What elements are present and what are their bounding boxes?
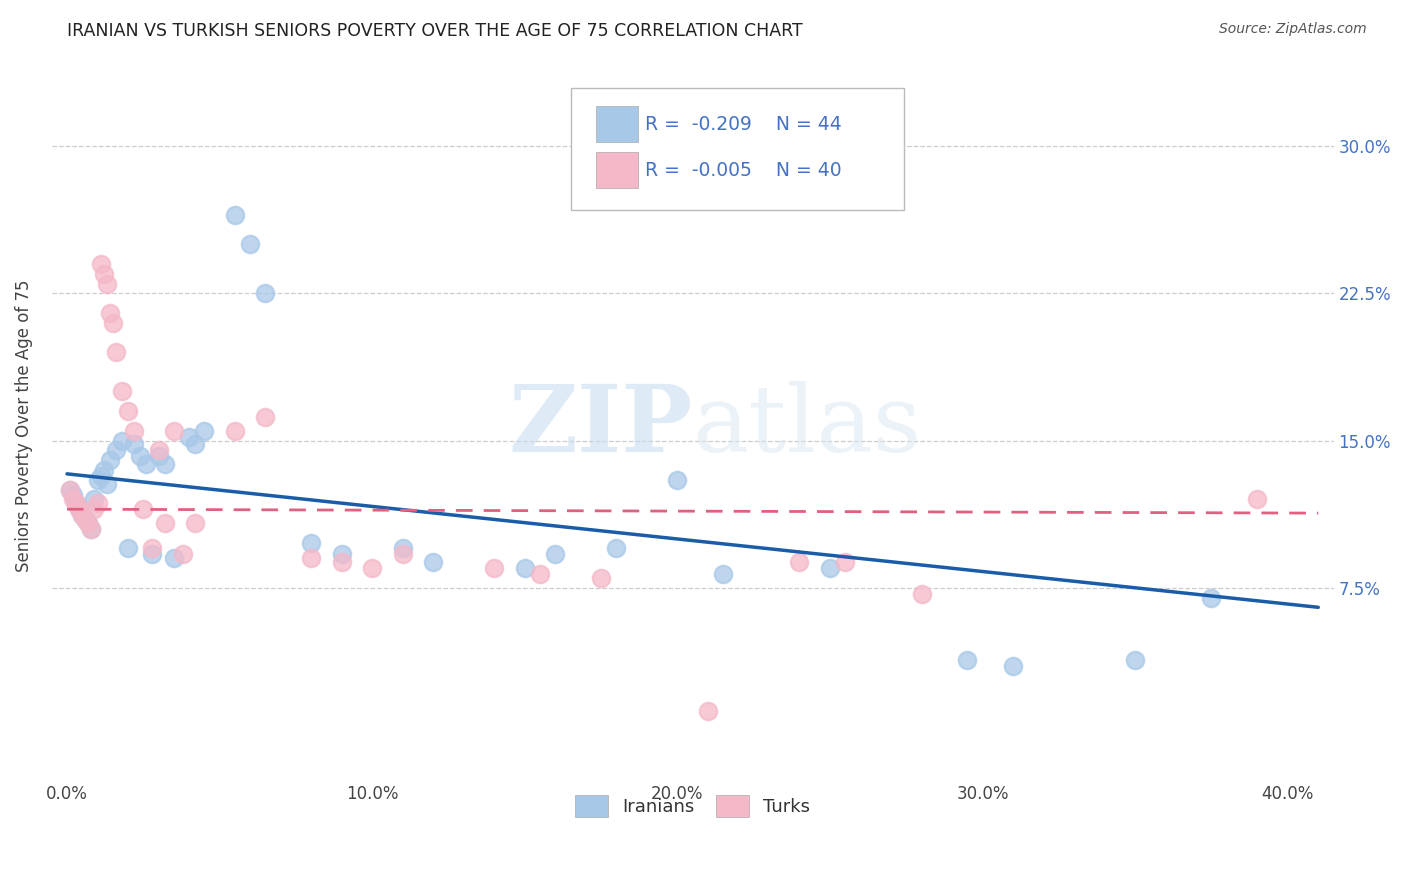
Point bbox=[65, 496, 87, 510]
FancyBboxPatch shape bbox=[596, 106, 637, 142]
Point bbox=[101, 316, 124, 330]
Point bbox=[818, 561, 841, 575]
Text: R =  -0.005    N = 40: R = -0.005 N = 40 bbox=[645, 161, 842, 179]
Point bbox=[163, 551, 186, 566]
Point bbox=[62, 492, 84, 507]
Point bbox=[72, 508, 94, 522]
Point bbox=[72, 508, 94, 522]
Point bbox=[62, 488, 84, 502]
Point bbox=[83, 502, 105, 516]
Point bbox=[132, 502, 155, 516]
Point bbox=[117, 404, 139, 418]
Point bbox=[254, 286, 277, 301]
Text: R =  -0.209    N = 44: R = -0.209 N = 44 bbox=[645, 114, 842, 134]
Point bbox=[254, 409, 277, 424]
FancyBboxPatch shape bbox=[571, 88, 904, 210]
Text: IRANIAN VS TURKISH SENIORS POVERTY OVER THE AGE OF 75 CORRELATION CHART: IRANIAN VS TURKISH SENIORS POVERTY OVER … bbox=[67, 22, 803, 40]
Point bbox=[299, 551, 322, 566]
Point bbox=[153, 516, 176, 530]
Point bbox=[239, 237, 262, 252]
Point bbox=[111, 384, 134, 399]
Point bbox=[65, 496, 87, 510]
Point bbox=[1123, 653, 1146, 667]
Point bbox=[96, 476, 118, 491]
Point bbox=[117, 541, 139, 556]
Point bbox=[98, 306, 121, 320]
Point bbox=[111, 434, 134, 448]
Text: ZIP: ZIP bbox=[509, 381, 693, 471]
Point bbox=[153, 457, 176, 471]
Point bbox=[910, 586, 932, 600]
Point bbox=[591, 571, 613, 585]
Point bbox=[299, 535, 322, 549]
Point bbox=[422, 555, 444, 569]
Point bbox=[122, 437, 145, 451]
Point bbox=[96, 277, 118, 291]
Point bbox=[834, 555, 856, 569]
Point bbox=[172, 547, 194, 561]
Point bbox=[513, 561, 536, 575]
Point bbox=[330, 547, 353, 561]
Point bbox=[1002, 659, 1025, 673]
Point bbox=[711, 566, 734, 581]
Text: atlas: atlas bbox=[693, 381, 922, 471]
Point bbox=[90, 257, 112, 271]
Point bbox=[135, 457, 157, 471]
Legend: Iranians, Turks: Iranians, Turks bbox=[568, 788, 817, 824]
Point bbox=[59, 483, 82, 497]
Point bbox=[529, 566, 551, 581]
Point bbox=[67, 502, 90, 516]
Point bbox=[83, 492, 105, 507]
Point bbox=[1246, 492, 1268, 507]
Point bbox=[67, 502, 90, 516]
Point bbox=[59, 483, 82, 497]
Point bbox=[224, 208, 246, 222]
Point bbox=[148, 443, 170, 458]
Point bbox=[184, 437, 207, 451]
Point bbox=[1201, 591, 1223, 605]
Point bbox=[148, 449, 170, 463]
Point bbox=[544, 547, 567, 561]
Point bbox=[184, 516, 207, 530]
Point bbox=[484, 561, 506, 575]
Point bbox=[141, 541, 163, 556]
Point bbox=[104, 345, 127, 359]
Point bbox=[129, 449, 152, 463]
Point bbox=[77, 516, 100, 530]
Point bbox=[86, 496, 108, 510]
Point bbox=[193, 424, 215, 438]
Point bbox=[80, 522, 103, 536]
Point bbox=[93, 463, 115, 477]
Point bbox=[956, 653, 979, 667]
Point bbox=[330, 555, 353, 569]
Point bbox=[224, 424, 246, 438]
Point bbox=[75, 512, 97, 526]
FancyBboxPatch shape bbox=[596, 152, 637, 188]
Point bbox=[122, 424, 145, 438]
Point bbox=[789, 555, 811, 569]
Point bbox=[177, 429, 200, 443]
Point bbox=[90, 468, 112, 483]
Point bbox=[77, 516, 100, 530]
Point bbox=[75, 512, 97, 526]
Point bbox=[163, 424, 186, 438]
Point bbox=[141, 547, 163, 561]
Point bbox=[80, 522, 103, 536]
Y-axis label: Seniors Poverty Over the Age of 75: Seniors Poverty Over the Age of 75 bbox=[15, 279, 32, 572]
Text: Source: ZipAtlas.com: Source: ZipAtlas.com bbox=[1219, 22, 1367, 37]
Point bbox=[104, 443, 127, 458]
Point bbox=[391, 547, 413, 561]
Point bbox=[98, 453, 121, 467]
Point bbox=[93, 267, 115, 281]
Point bbox=[86, 473, 108, 487]
Point bbox=[391, 541, 413, 556]
Point bbox=[696, 704, 718, 718]
Point bbox=[605, 541, 627, 556]
Point bbox=[361, 561, 384, 575]
Point bbox=[666, 473, 689, 487]
